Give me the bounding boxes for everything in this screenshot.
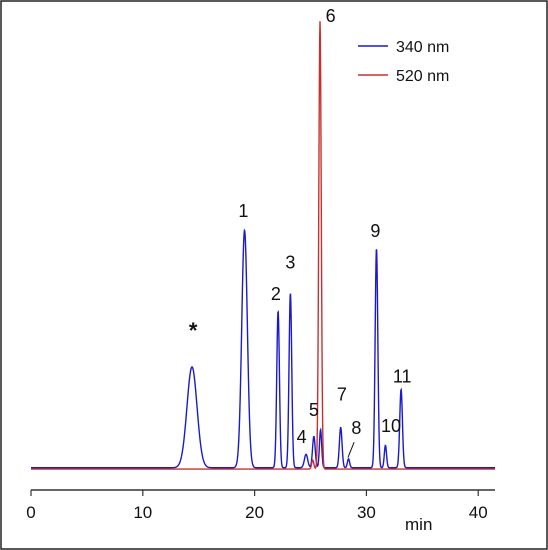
peak-label: 6 <box>326 6 336 26</box>
peak-label-group: * 1 23 45 6 78 9 10 11 <box>189 6 412 458</box>
x-tick-group: 0 10 20 30 40 <box>26 490 488 522</box>
x-axis-label: min <box>405 515 432 534</box>
peak-label: * <box>189 318 198 343</box>
x-tick-label: 40 <box>469 503 488 522</box>
x-tick-label: 30 <box>357 503 376 522</box>
legend-label-520-nm: 520 nm <box>396 68 449 85</box>
peak-label: 10 <box>381 416 401 436</box>
peak-label: 1 <box>238 201 248 221</box>
x-tick-label: 10 <box>133 503 152 522</box>
plot-area <box>31 21 495 470</box>
x-tick-label: 20 <box>245 503 264 522</box>
peak-label: 7 <box>337 385 347 405</box>
x-tick-label: 0 <box>26 503 35 522</box>
legend-label-340-nm: 340 nm <box>396 39 449 56</box>
series-line-340-nm <box>31 228 495 469</box>
peak-label: 11 <box>393 367 412 387</box>
x-axis: 0 10 20 30 40 min <box>26 489 495 534</box>
peak-8-leader-line <box>347 442 355 458</box>
peak-label: 9 <box>370 221 380 241</box>
peak-label: 8 <box>351 418 361 438</box>
series-line-520-nm <box>31 21 495 470</box>
peak-label: 3 <box>285 252 295 272</box>
peak-label: 2 <box>271 284 281 304</box>
legend: 340 nm 520 nm <box>358 39 449 85</box>
peak-label: 5 <box>309 400 319 420</box>
peak-label: 4 <box>297 427 307 447</box>
